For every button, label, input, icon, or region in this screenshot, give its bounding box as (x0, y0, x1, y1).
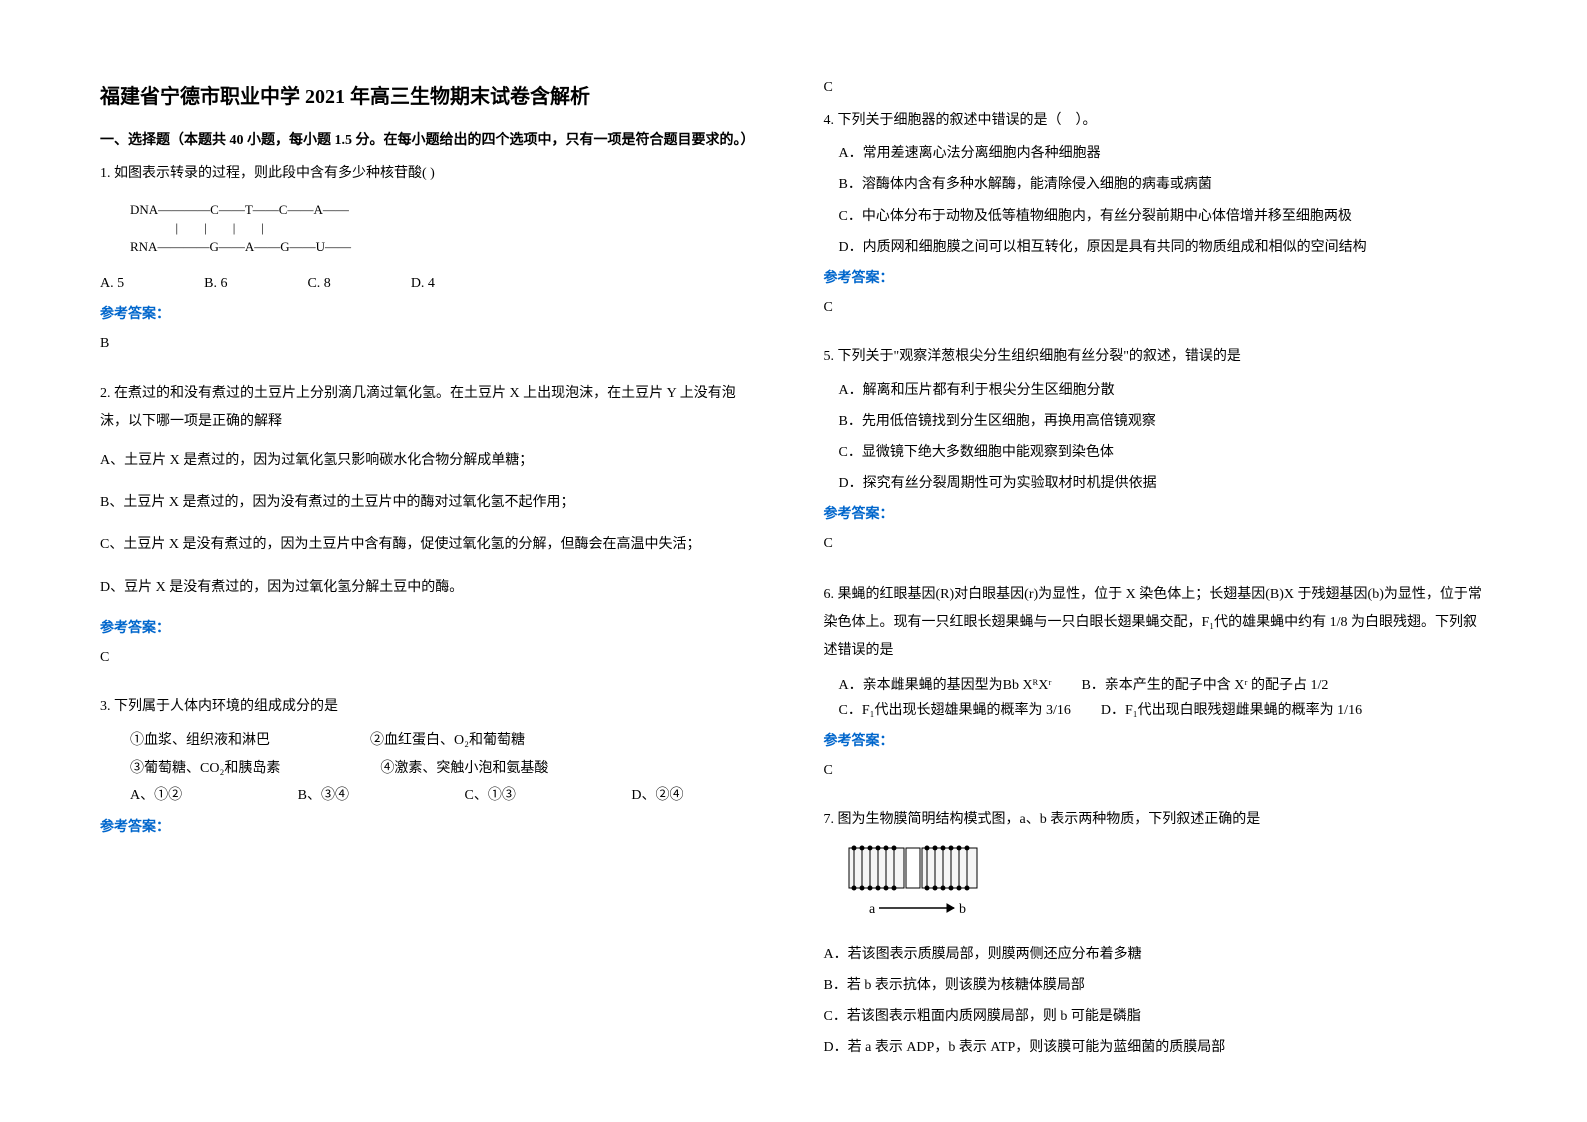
option-d: D．若 a 表示 ADP，b 表示 ATP，则该膜可能为蓝细菌的质膜局部 (824, 1035, 1488, 1060)
q2-text: 2. 在煮过的和没有煮过的土豆片上分别滴几滴过氧化氢。在土豆片 X 上出现泡沫，… (100, 380, 764, 436)
option-d: D、豆片 X 是没有煮过的，因为过氧化氢分解土豆中的酶。 (100, 575, 764, 600)
option-a: A. 5 (100, 271, 124, 296)
option-b: B、土豆片 X 是煮过的，因为没有煮过的土豆片中的酶对过氧化氢不起作用； (100, 490, 764, 515)
sub1: ①血浆、组织液和淋巴 (130, 727, 270, 755)
sub4: ④激素、突触小泡和氨基酸 (380, 755, 548, 783)
option-c: C、①③ (465, 783, 516, 808)
dna-line: DNA————C——T——C——A—— (130, 201, 764, 219)
q1-text: 1. 如图表示转录的过程，则此段中含有多少种核苷酸( ) (100, 161, 764, 186)
option-c: C．若该图表示粗面内质网膜局部，则 b 可能是磷脂 (824, 1004, 1488, 1029)
q6-text: 6. 果蝇的红眼基因(R)对白眼基因(r)为显性，位于 X 染色体上；长翅基因(… (824, 581, 1488, 665)
option-b: B．溶酶体内含有多种水解酶，能清除侵入细胞的病毒或病菌 (839, 172, 1488, 197)
q3-subs: ①血浆、组织液和淋巴 ②血红蛋白、O₂和葡萄糖 ③葡萄糖、CO₂和胰岛素 ④激素… (130, 727, 764, 783)
option-c: C、土豆片 X 是没有煮过的，因为土豆片中含有酶，促使过氧化氢的分解，但酶会在高… (100, 531, 764, 559)
label-a: a (869, 902, 876, 917)
document-title: 福建省宁德市职业中学 2021 年高三生物期末试卷含解析 (100, 80, 764, 109)
option-d: D．F₁代出现白眼残翅雌果蝇的概率为 1/16 (1101, 698, 1362, 723)
option-d: D．内质网和细胞膜之间可以相互转化，原因是具有共同的物质组成和相似的空间结构 (839, 235, 1488, 260)
option-a: A、土豆片 X 是煮过的，因为过氧化氢只影响碳水化合物分解成单糖； (100, 448, 764, 473)
dna-line: RNA————G——A——G——U—— (130, 238, 764, 256)
question-4: 4. 下列关于细胞器的叙述中错误的是（ ）。 A．常用差速离心法分离细胞内各种细… (824, 108, 1488, 332)
option-a: A．常用差速离心法分离细胞内各种细胞器 (839, 141, 1488, 166)
membrane-svg: a b (844, 843, 984, 923)
q7-text: 7. 图为生物膜简明结构模式图，a、b 表示两种物质，下列叙述正确的是 (824, 807, 1488, 832)
answer-label: 参考答案： (824, 502, 1488, 527)
sub3: ③葡萄糖、CO₂和胰岛素 (130, 755, 280, 783)
q4-options: A．常用差速离心法分离细胞内各种细胞器 B．溶酶体内含有多种水解酶，能清除侵入细… (839, 141, 1488, 260)
answer-label: 参考答案： (824, 266, 1488, 291)
q3-answer-value: C (824, 80, 1488, 96)
option-b: B. 6 (204, 271, 227, 296)
option-a: A．亲本雌果蝇的基因型为Bb XᴿXʳ (839, 673, 1052, 698)
left-column: 福建省宁德市职业中学 2021 年高三生物期末试卷含解析 一、选择题（本题共 4… (100, 80, 764, 1042)
question-6: 6. 果蝇的红眼基因(R)对白眼基因(r)为显性，位于 X 染色体上；长翅基因(… (824, 581, 1488, 796)
q4-text: 4. 下列关于细胞器的叙述中错误的是（ ）。 (824, 108, 1488, 133)
sub2: ②血红蛋白、O₂和葡萄糖 (370, 727, 525, 755)
section-header: 一、选择题（本题共 40 小题，每小题 1.5 分。在每小题给出的四个选项中，只… (100, 129, 764, 149)
question-1: 1. 如图表示转录的过程，则此段中含有多少种核苷酸( ) DNA————C——T… (100, 161, 764, 368)
option-a: A、①② (130, 783, 182, 808)
option-c: C．F₁代出现长翅雄果蝇的概率为 3/16 (839, 698, 1071, 723)
answer-label: 参考答案： (100, 815, 764, 840)
option-a: A．解离和压片都有利于根尖分生区细胞分散 (839, 378, 1488, 403)
q1-options: A. 5 B. 6 C. 8 D. 4 (100, 271, 764, 296)
question-2: 2. 在煮过的和没有煮过的土豆片上分别滴几滴过氧化氢。在土豆片 X 上出现泡沫，… (100, 380, 764, 682)
option-b: B．若 b 表示抗体，则该膜为核糖体膜局部 (824, 973, 1488, 998)
option-b: B．亲本产生的配子中含 Xʳ 的配子占 1/2 (1081, 673, 1328, 698)
option-d: D．探究有丝分裂周期性可为实验取材时机提供依据 (839, 471, 1488, 496)
q5-text: 5. 下列关于"观察洋葱根尖分生组织细胞有丝分裂"的叙述，错误的是 (824, 344, 1488, 369)
option-c: C．中心体分布于动物及低等植物细胞内，有丝分裂前期中心体倍增并移至细胞两极 (839, 204, 1488, 229)
option-d: D、②④ (631, 783, 683, 808)
answer-label: 参考答案： (824, 729, 1488, 754)
dna-diagram: DNA————C——T——C——A—— | | | | RNA————G——A—… (130, 201, 764, 256)
answer-label: 参考答案： (100, 302, 764, 327)
question-7: 7. 图为生物膜简明结构模式图，a、b 表示两种物质，下列叙述正确的是 (824, 807, 1488, 1066)
q3-text: 3. 下列属于人体内环境的组成成分的是 (100, 694, 764, 719)
q3-options: A、①② B、③④ C、①③ D、②④ (130, 783, 764, 808)
option-c: C. 8 (307, 271, 330, 296)
right-column: C 4. 下列关于细胞器的叙述中错误的是（ ）。 A．常用差速离心法分离细胞内各… (824, 80, 1488, 1042)
q5-options: A．解离和压片都有利于根尖分生区细胞分散 B．先用低倍镜找到分生区细胞，再换用高… (839, 378, 1488, 497)
answer-value: C (824, 758, 1488, 783)
label-b: b (959, 902, 966, 917)
answer-value: C (824, 531, 1488, 556)
option-a: A．若该图表示质膜局部，则膜两侧还应分布着多糖 (824, 942, 1488, 967)
q6-options: A．亲本雌果蝇的基因型为Bb XᴿXʳ B．亲本产生的配子中含 Xʳ 的配子占 … (839, 673, 1488, 723)
answer-label: 参考答案： (100, 616, 764, 641)
option-b: B．先用低倍镜找到分生区细胞，再换用高倍镜观察 (839, 409, 1488, 434)
dna-line: | | | | (130, 219, 764, 237)
answer-value: C (824, 295, 1488, 320)
question-3: 3. 下列属于人体内环境的组成成分的是 ①血浆、组织液和淋巴 ②血红蛋白、O₂和… (100, 694, 764, 844)
answer-value: B (100, 331, 764, 356)
option-c: C．显微镜下绝大多数细胞中能观察到染色体 (839, 440, 1488, 465)
answer-value: C (100, 645, 764, 670)
question-5: 5. 下列关于"观察洋葱根尖分生组织细胞有丝分裂"的叙述，错误的是 A．解离和压… (824, 344, 1488, 568)
option-b: B、③④ (298, 783, 349, 808)
option-d: D. 4 (411, 271, 435, 296)
membrane-diagram: a b (844, 843, 1488, 932)
